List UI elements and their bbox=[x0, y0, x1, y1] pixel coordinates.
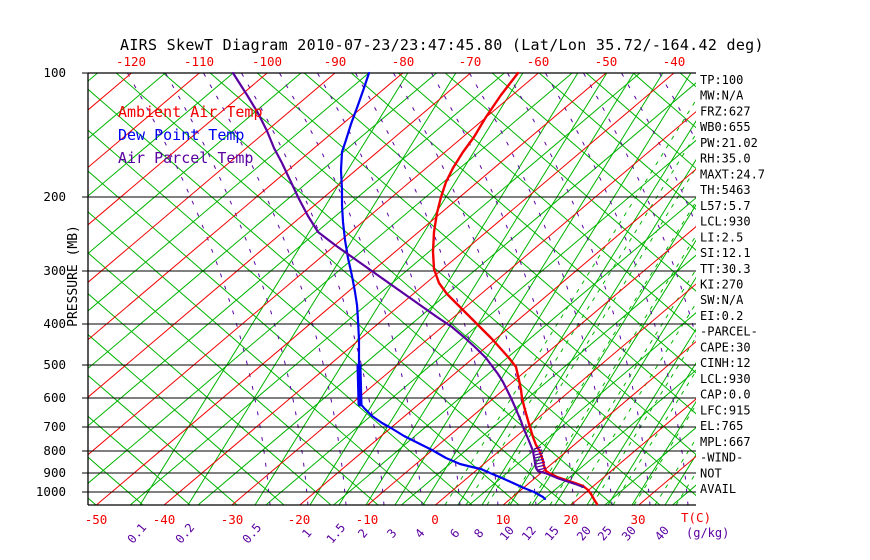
pressure-label: 1000 bbox=[36, 484, 66, 499]
pressure-grid bbox=[82, 72, 696, 506]
stat-value: LFC:915 bbox=[700, 403, 751, 417]
mixing-ratio-dashed-lines bbox=[444, 99, 696, 505]
legend-item: Air Parcel Temp bbox=[118, 149, 253, 167]
stat-value: SI:12.1 bbox=[700, 246, 751, 260]
pressure-label: 100 bbox=[43, 65, 66, 80]
bottom-temp-label: 10 bbox=[495, 512, 510, 527]
stat-value: CAP:0.0 bbox=[700, 388, 751, 402]
pressure-label: 500 bbox=[43, 357, 66, 372]
top-temp-label: -60 bbox=[527, 54, 550, 69]
legend-item: Ambient Air Temp bbox=[118, 103, 263, 121]
pressure-labels: 100 200 300 400 500 600 700 800 900 1000 bbox=[36, 65, 66, 499]
bottom-temp-label: 0 bbox=[431, 512, 439, 527]
pressure-label: 700 bbox=[43, 419, 66, 434]
stat-value: LI:2.5 bbox=[700, 230, 743, 244]
stat-value: CINH:12 bbox=[700, 356, 751, 370]
stat-value: NOT bbox=[700, 466, 722, 480]
bottom-temp-label: -30 bbox=[221, 512, 244, 527]
stat-value: CAPE:30 bbox=[700, 340, 751, 354]
stat-value: FRZ:627 bbox=[700, 104, 751, 118]
top-temp-label: -40 bbox=[663, 54, 686, 69]
mixing-ratio-lines bbox=[139, 73, 696, 505]
stat-value: LCL:930 bbox=[700, 215, 751, 229]
dew-point-saturated-segment bbox=[356, 363, 363, 407]
pressure-axis-title: PRESSURE (MB) bbox=[66, 225, 81, 327]
stat-value: EI:0.2 bbox=[700, 309, 743, 323]
cin-hatch bbox=[533, 446, 547, 471]
isotherm-10c-lines bbox=[88, 73, 696, 505]
stat-value: TP:100 bbox=[700, 73, 743, 87]
bottom-temp-label: 30 bbox=[630, 512, 645, 527]
parcel-ambient-merged-tail bbox=[544, 472, 584, 488]
top-temp-label: -50 bbox=[595, 54, 618, 69]
bottom-temp-label: -10 bbox=[356, 512, 379, 527]
stat-value: WB0:655 bbox=[700, 120, 751, 134]
stat-value: SW:N/A bbox=[700, 293, 744, 307]
bottom-temp-label: -40 bbox=[153, 512, 176, 527]
stat-value: EL:765 bbox=[700, 419, 743, 433]
stat-value: TT:30.3 bbox=[700, 262, 751, 276]
top-temp-label: -70 bbox=[459, 54, 482, 69]
pressure-label: 200 bbox=[43, 189, 66, 204]
chart-title: AIRS SkewT Diagram 2010-07-23/23:47:45.8… bbox=[120, 36, 764, 54]
top-temp-label: -100 bbox=[252, 54, 282, 69]
stat-value: LCL:930 bbox=[700, 372, 751, 386]
stat-value: KI:270 bbox=[700, 277, 743, 291]
stat-value: TH:5463 bbox=[700, 183, 751, 197]
pressure-label: 800 bbox=[43, 443, 66, 458]
stat-value: MPL:667 bbox=[700, 435, 751, 449]
top-temp-label: -90 bbox=[324, 54, 347, 69]
top-temp-labels: -120 -110 -100 -90 -80 -70 -60 -50 -40 bbox=[116, 54, 685, 69]
pressure-label: 900 bbox=[43, 465, 66, 480]
gridlines-layer bbox=[88, 73, 696, 505]
legend: Ambient Air Temp Dew Point Temp Air Parcel… bbox=[118, 103, 263, 167]
top-temp-label: -110 bbox=[184, 54, 214, 69]
pressure-label: 400 bbox=[43, 316, 66, 331]
bottom-temp-label: -50 bbox=[85, 512, 108, 527]
bottom-temp-labels: -50 -40 -30 -20 -10 0 10 20 30 bbox=[85, 512, 646, 527]
legend-item: Dew Point Temp bbox=[118, 126, 244, 144]
stat-value: PW:21.02 bbox=[700, 136, 758, 150]
stat-value: MAXT:24.7 bbox=[700, 167, 765, 181]
stat-value: RH:35.0 bbox=[700, 152, 751, 166]
pressure-label: 300 bbox=[43, 263, 66, 278]
bottom-temp-label: -20 bbox=[288, 512, 311, 527]
stat-value: -PARCEL- bbox=[700, 325, 758, 339]
stat-value: L57:5.7 bbox=[700, 199, 751, 213]
top-temp-label: -120 bbox=[116, 54, 146, 69]
stat-value: -WIND- bbox=[700, 451, 743, 465]
temp-unit-label: T(C) bbox=[681, 510, 711, 525]
stat-value: AVAIL bbox=[700, 482, 736, 496]
stat-value: MW:N/A bbox=[700, 89, 744, 103]
moist-adiabat-lines bbox=[126, 73, 696, 505]
pressure-label: 600 bbox=[43, 390, 66, 405]
air-parcel-line bbox=[231, 71, 547, 475]
mixing-unit-label: (g/kg) bbox=[686, 526, 729, 540]
bottom-temp-label: 20 bbox=[563, 512, 578, 527]
top-temp-label: -80 bbox=[392, 54, 415, 69]
